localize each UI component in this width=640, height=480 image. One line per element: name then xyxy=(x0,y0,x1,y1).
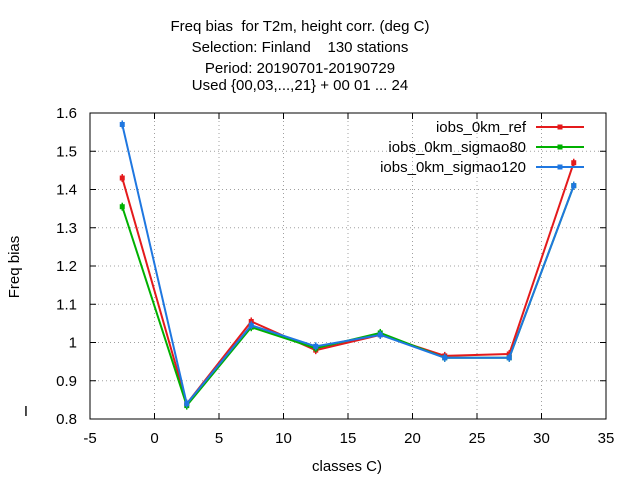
chart-title-line-2: Selection: Finland 130 stations xyxy=(191,39,409,56)
x-axis-label: classes C) xyxy=(312,458,382,475)
x-tick-label: 35 xyxy=(598,430,615,447)
legend-marker xyxy=(557,124,563,130)
series-iobs_0km_ref xyxy=(119,158,577,408)
series-iobs_0km_sigmao120 xyxy=(119,120,577,408)
x-tick-label: 0 xyxy=(150,430,158,447)
y-tick-label: 0.9 xyxy=(56,373,77,390)
grid xyxy=(90,113,606,419)
legend-label: iobs_0km_sigmao120 xyxy=(380,159,526,176)
y-tick-label: 0.8 xyxy=(56,411,77,428)
x-tick-label: 10 xyxy=(275,430,292,447)
legend-label: iobs_0km_sigmao80 xyxy=(388,139,526,156)
chart-title-line-4: Used {00,03,...,21} + 00 01 ... 24 xyxy=(191,77,409,94)
y-tick-label: 1.2 xyxy=(56,258,77,275)
stray-mark: I xyxy=(24,403,28,420)
series-line xyxy=(121,124,575,406)
series-line xyxy=(121,162,575,406)
x-tick-label: 25 xyxy=(469,430,486,447)
x-tick-label: 20 xyxy=(404,430,421,447)
legend-label: iobs_0km_ref xyxy=(436,119,527,136)
x-tick-label: 5 xyxy=(215,430,223,447)
chart-title-line-1: Freq bias for T2m, height corr. (deg C) xyxy=(170,18,430,35)
y-tick-label: 1 xyxy=(69,335,77,352)
series-iobs_0km_sigmao80 xyxy=(119,181,577,410)
series-group xyxy=(119,120,577,410)
y-axis-label: Freq bias xyxy=(6,236,23,299)
y-tick-label: 1.3 xyxy=(56,220,77,237)
x-tick-label: 30 xyxy=(533,430,550,447)
chart-title-line-3: Period: 20190701-20190729 xyxy=(204,60,396,77)
legend-marker xyxy=(557,144,563,150)
y-tick-label: 1.5 xyxy=(56,143,77,160)
y-tick-label: 1.6 xyxy=(56,105,77,122)
y-tick-label: 1.1 xyxy=(56,296,77,313)
axis-ticks: -5 0 5 10 15 20 25 30 35 0.8 0.9 1 1.1 1.2 1.3 1.4 1.5 1.… xyxy=(56,105,614,447)
legend-marker xyxy=(557,164,563,170)
legend: iobs_0km_ref iobs_0km_sigmao80 iobs_0km_si… xyxy=(380,119,584,176)
y-tick-label: 1.4 xyxy=(56,182,77,199)
series-line xyxy=(121,185,575,408)
x-tick-label: 15 xyxy=(340,430,357,447)
x-tick-label: -5 xyxy=(83,430,96,447)
